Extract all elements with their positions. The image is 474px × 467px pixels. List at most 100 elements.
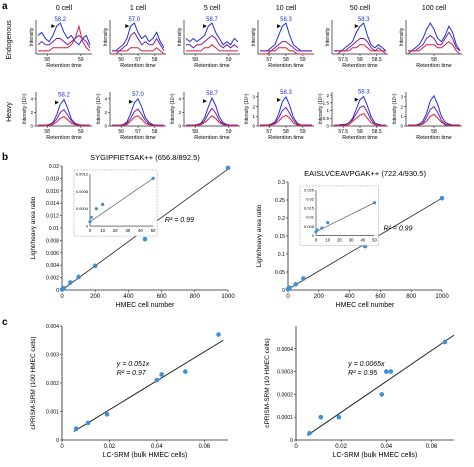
chromatogram-trace-secondary [260, 41, 312, 52]
y-axis-label: Intensity [103, 27, 109, 46]
chromatogram-trace-secondary [112, 108, 164, 126]
x-axis-label: HMEC cell number [116, 302, 175, 309]
y-tick-label: 0.004 [46, 263, 59, 269]
y-tick-label: 0.15 [275, 234, 285, 240]
chromatogram-trace-tertiary [334, 112, 386, 127]
x-tick-label: 57 [135, 57, 141, 63]
inset-x-tick-label: 30 [126, 228, 131, 233]
x-tick-label: 0.02 [104, 444, 116, 450]
x-tick-label: 59 [78, 129, 84, 135]
y-axis-label: cPRISM-SRM (10 HMEC cells) [264, 338, 271, 428]
x-axis-label: Retention time [268, 63, 303, 69]
y-tick-label: 0.012 [46, 214, 59, 220]
y-tick-label: 1.5 [323, 101, 330, 106]
y-tick-label: 0 [282, 288, 285, 294]
data-point [318, 414, 324, 420]
data-point [68, 280, 73, 285]
chromatogram-trace-secondary [38, 108, 90, 126]
x-axis-label: Retention time [194, 63, 229, 69]
y-axis-label: Intensity [325, 27, 331, 46]
chromatogram-trace-primary [260, 95, 312, 126]
y-axis-label: Intensity (10⁴) [244, 93, 250, 124]
y-tick-label: 0.004 [46, 324, 59, 330]
inset-data-point [94, 207, 98, 211]
y-tick-label: 0 [56, 288, 59, 294]
chromatogram-title: 10 cell [276, 5, 297, 12]
y-tick-label: 1 [400, 114, 403, 119]
y-tick-label: 0 [178, 124, 181, 129]
x-axis-label: Retention time [120, 63, 155, 69]
inset-x-tick-label: 0 [315, 237, 318, 242]
x-tick-label: 57 [135, 129, 141, 135]
chromatogram-trace-tertiary [186, 115, 238, 127]
peak-label: 57.0 [132, 92, 144, 98]
peak-marker-icon [129, 99, 133, 104]
inset-x-tick-label: 20 [337, 237, 342, 242]
chromatogram-trace-secondary [408, 105, 460, 126]
y-tick-label: 0.01 [49, 226, 59, 232]
r-squared-label: R² = 0.95 [348, 370, 377, 377]
inset-data-point [320, 226, 324, 230]
inset-data-point [151, 176, 155, 180]
x-tick-label: 58 [152, 129, 158, 135]
x-tick-label: 0.06 [198, 444, 210, 450]
data-point [216, 332, 221, 337]
peak-label: 58.3 [358, 17, 370, 23]
data-point [439, 195, 445, 201]
y-tick-label: 0.006 [46, 251, 59, 257]
inset-x-tick-label: 30 [349, 237, 354, 242]
inset-x-tick-label: 50 [151, 228, 156, 233]
x-tick-label: 58.5 [372, 57, 382, 63]
chromatogram-title: 5 cell [204, 5, 221, 12]
chromatogram-trace-primary [112, 22, 165, 52]
x-tick-label: 0.04 [380, 444, 392, 450]
x-axis-label: Retention time [342, 63, 377, 69]
peak-label: 57.0 [128, 17, 140, 23]
inset-data-point [88, 220, 92, 224]
x-axis-label: LC-SRM (bulk HMEC cells) [333, 452, 418, 459]
data-point [104, 412, 110, 417]
inset-x-tick-label: 50 [372, 237, 377, 242]
y-axis-label: Intensity (10⁴) [170, 93, 176, 124]
x-tick-label: 59 [300, 129, 306, 135]
y-tick-label: 0 [400, 124, 403, 129]
x-tick-label: 58 [152, 57, 158, 63]
inset-fit-line [89, 178, 154, 222]
y-tick-label: 0.008 [46, 238, 59, 244]
scatter-plot-b-1: 0 200 400 600 800 100000.0020.0040.0060.0080.… [30, 153, 235, 309]
peak-label: 58.7 [206, 91, 218, 97]
x-tick-label: 0 [294, 444, 298, 450]
y-tick-label: 0 [326, 124, 329, 129]
y-tick-label: 0.014 [46, 201, 59, 207]
x-tick-label: 0.06 [426, 444, 438, 450]
x-tick-label: 1000 [221, 294, 235, 300]
inset-y-tick-label: 0.0008 [76, 189, 89, 194]
fit-line [73, 339, 224, 432]
inset-data-point [326, 221, 330, 225]
peak-label: 58.3 [358, 90, 370, 96]
inset-y-tick-label: 0.0004 [76, 206, 89, 211]
x-tick-label: 57.5 [338, 57, 348, 63]
r-squared-label: R² = 0.97 [117, 370, 147, 377]
y-tick-label: 0.0001 [277, 415, 293, 421]
inset-y-tick-label: 0.005 [304, 224, 315, 229]
y-tick-label: 0.2 [278, 216, 285, 222]
data-point [142, 236, 148, 242]
inset-x-tick-label: 40 [138, 228, 143, 233]
y-tick-label: 0.016 [46, 189, 59, 195]
data-point [336, 414, 342, 420]
chromatogram-trace-primary [185, 22, 239, 46]
x-tick-label: 57 [266, 129, 272, 135]
chromatogram-trace-secondary [408, 31, 461, 52]
chromatogram-trace-tertiary [260, 114, 312, 127]
x-tick-label: 58 [44, 57, 50, 63]
y-axis-label: Intensity [399, 27, 405, 46]
panel-c-correlation-plots: 0 0.02 0.04 0.06 0 0.001 0.002 0.003 0.004 LC-SRM… [30, 324, 455, 459]
chromatogram-trace-primary [408, 94, 460, 126]
x-tick-label: 59 [226, 129, 232, 135]
chromatogram-title: 50 cell [350, 5, 371, 12]
